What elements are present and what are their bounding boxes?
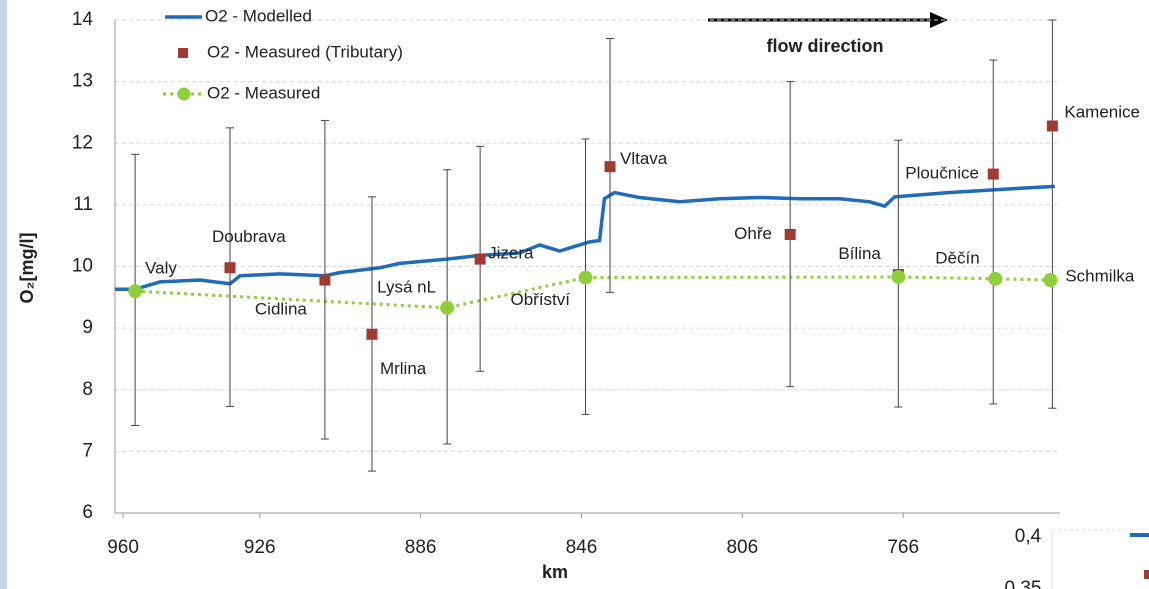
point-label: Cidlina: [255, 300, 308, 319]
legend-swatch: [178, 48, 188, 58]
marker: [578, 270, 593, 285]
point-label: Valy: [145, 259, 177, 278]
marker: [440, 300, 455, 315]
x-tick-label: 926: [244, 537, 276, 558]
flow-arrowhead: [930, 12, 948, 28]
flow-annotation: flow direction: [767, 36, 884, 56]
y-tick-label: 6: [82, 502, 93, 523]
y-tick-label: 11: [73, 194, 93, 215]
inset-tick-label: 0,4: [1015, 526, 1042, 547]
marker: [128, 284, 143, 299]
y-tick-label: 12: [72, 132, 93, 153]
y-tick-label: 14: [72, 9, 94, 30]
point-label: Schmilka: [1065, 267, 1135, 286]
marker: [784, 228, 796, 240]
point-label: Doubrava: [212, 227, 286, 246]
x-tick-label: 806: [726, 537, 758, 558]
point-label: Bílina: [838, 244, 881, 263]
marker: [1043, 273, 1058, 288]
point-label: Lysá nL: [377, 277, 436, 296]
point-label: Kamenice: [1064, 102, 1140, 121]
y-tick-label: 9: [82, 317, 93, 338]
legend-swatch: [177, 87, 191, 101]
x-tick-label: 960: [107, 537, 139, 558]
y-tick-label: 7: [82, 440, 93, 461]
y-tick-label: 13: [72, 71, 93, 92]
marker: [1046, 120, 1058, 132]
marker: [224, 262, 236, 274]
marker: [604, 161, 616, 173]
marker: [319, 274, 331, 286]
y-axis-label: O₂[mg/l]: [17, 233, 37, 304]
legend-label: O2 - Modelled: [205, 6, 312, 25]
point-label: Vltava: [620, 149, 668, 168]
y-tick-label: 8: [82, 379, 93, 400]
x-tick-label: 886: [405, 537, 437, 558]
x-tick-label: 846: [566, 537, 598, 558]
point-label: Ploučnice: [905, 164, 979, 183]
point-label: Ohře: [734, 224, 772, 243]
series-line: [115, 184, 1055, 292]
inset-legend-marker: [1144, 570, 1149, 579]
point-label: Děčín: [935, 248, 979, 267]
edge-strip: [0, 0, 7, 589]
marker: [988, 271, 1003, 286]
marker: [987, 168, 999, 180]
x-tick-label: 766: [887, 537, 919, 558]
legend-label: O2 - Measured: [207, 83, 320, 102]
series-line: [135, 275, 1051, 310]
marker: [366, 328, 378, 340]
point-label: Jizera: [488, 244, 534, 263]
point-label: Obříství: [510, 290, 570, 309]
x-axis-label: km: [542, 562, 568, 582]
inset-tick-label: 0,35: [1005, 578, 1042, 589]
marker: [474, 253, 486, 265]
legend-label: O2 - Measured (Tributary): [207, 42, 403, 61]
marker: [891, 269, 906, 284]
y-tick-label: 10: [72, 256, 93, 277]
point-label: Mrlina: [380, 359, 427, 378]
